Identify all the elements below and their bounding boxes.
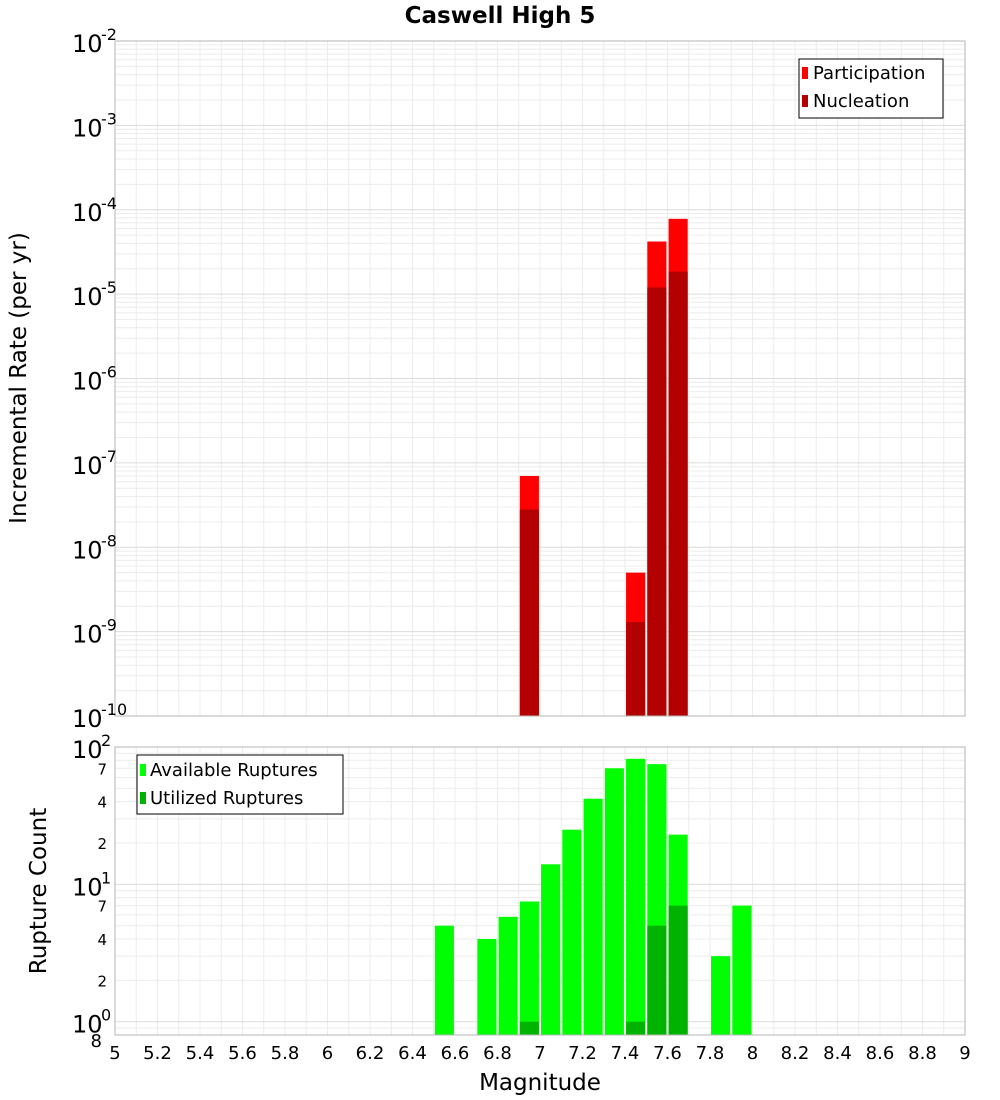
legend-swatch bbox=[140, 764, 146, 776]
legend-swatch bbox=[802, 95, 808, 107]
legend-swatch bbox=[140, 792, 146, 804]
utilized-ruptures-bar bbox=[626, 1021, 646, 1035]
legend-label: Nucleation bbox=[813, 91, 909, 112]
top-y-tick-base: 10 bbox=[72, 452, 103, 480]
x-tick-label: 9 bbox=[959, 1043, 970, 1064]
bottom-y-minor-tick: 2 bbox=[97, 972, 107, 990]
available-ruptures-bar bbox=[562, 829, 582, 1035]
bottom-plot-frame bbox=[114, 746, 966, 1036]
top-y-tick-base: 10 bbox=[72, 621, 103, 649]
top-y-tick-base: 10 bbox=[72, 368, 103, 396]
x-tick-label: 5 bbox=[109, 1043, 120, 1064]
bottom-y-minor-tick: 7 bbox=[97, 760, 107, 778]
bottom-y-tick-exponent: 1 bbox=[101, 868, 111, 887]
top-legend-box bbox=[798, 58, 944, 119]
x-tick-label: 8.4 bbox=[823, 1043, 852, 1064]
bottom-y-axis-label: Rupture Count bbox=[26, 808, 52, 974]
top-y-tick-exponent: -9 bbox=[101, 616, 117, 635]
nucleation-bar bbox=[668, 271, 688, 716]
bottom-y-minor-tick: 4 bbox=[97, 794, 107, 812]
available-ruptures-bar bbox=[434, 925, 454, 1035]
x-tick-label: 6.2 bbox=[356, 1043, 385, 1064]
top-y-tick-base: 10 bbox=[72, 283, 103, 311]
available-ruptures-bar bbox=[541, 864, 561, 1035]
legend-label: Utilized Ruptures bbox=[150, 788, 303, 809]
bottom-y-minor-tick: 2 bbox=[97, 835, 107, 853]
top-y-tick-exponent: -3 bbox=[101, 109, 117, 128]
x-tick-label: 5.6 bbox=[228, 1043, 257, 1064]
x-axis-label: Magnitude bbox=[479, 1070, 601, 1096]
bottom-y-tick-base: 10 bbox=[72, 873, 103, 901]
x-tick-label: 8.6 bbox=[866, 1043, 895, 1064]
top-y-tick-base: 10 bbox=[72, 199, 103, 227]
bottom-y-minor-tick: 7 bbox=[97, 898, 107, 916]
legend-label: Available Ruptures bbox=[150, 760, 318, 781]
available-ruptures-bar bbox=[626, 758, 646, 1035]
available-ruptures-bar bbox=[583, 798, 603, 1035]
utilized-ruptures-bar bbox=[519, 1021, 539, 1035]
x-tick-label: 6.4 bbox=[398, 1043, 427, 1064]
bottom-legend-box bbox=[136, 754, 344, 815]
legend-swatch bbox=[802, 67, 808, 79]
top-y-tick-exponent: -7 bbox=[101, 447, 117, 466]
x-tick-label: 6.6 bbox=[441, 1043, 470, 1064]
top-y-tick-base: 10 bbox=[72, 114, 103, 142]
top-y-tick-base: 10 bbox=[72, 536, 103, 564]
nucleation-bar bbox=[626, 622, 646, 716]
x-tick-label: 5.8 bbox=[271, 1043, 300, 1064]
bottom-y-minor-tick: 8 bbox=[91, 1031, 102, 1052]
top-plot-frame bbox=[114, 40, 966, 717]
x-tick-label: 7.6 bbox=[653, 1043, 682, 1064]
top-y-tick-base: 10 bbox=[72, 705, 103, 733]
x-tick-label: 5.2 bbox=[143, 1043, 172, 1064]
nucleation-bar bbox=[647, 287, 667, 716]
bottom-y-tick-exponent: 0 bbox=[101, 1006, 111, 1025]
available-ruptures-bar bbox=[477, 939, 497, 1035]
available-ruptures-bar bbox=[732, 905, 752, 1035]
chart-title: Caswell High 5 bbox=[405, 3, 596, 29]
x-tick-label: 7.4 bbox=[611, 1043, 640, 1064]
available-ruptures-bar bbox=[519, 901, 539, 1035]
x-tick-label: 6 bbox=[322, 1043, 333, 1064]
x-tick-label: 5.4 bbox=[186, 1043, 215, 1064]
bottom-y-minor-tick: 4 bbox=[97, 931, 107, 949]
x-tick-label: 7 bbox=[534, 1043, 545, 1064]
x-tick-label: 8.2 bbox=[781, 1043, 810, 1064]
top-y-tick-exponent: -5 bbox=[101, 278, 117, 297]
x-tick-label: 8.8 bbox=[908, 1043, 937, 1064]
legend-label: Participation bbox=[813, 63, 925, 84]
nucleation-bar bbox=[519, 509, 539, 716]
available-ruptures-bar bbox=[711, 956, 731, 1035]
x-tick-label: 7.8 bbox=[696, 1043, 725, 1064]
top-y-tick-exponent: -4 bbox=[101, 194, 117, 213]
top-y-tick-exponent: -2 bbox=[101, 25, 117, 44]
bottom-y-tick-base: 10 bbox=[72, 1011, 103, 1039]
top-y-tick-base: 10 bbox=[72, 30, 103, 58]
top-y-tick-exponent: -10 bbox=[101, 700, 127, 719]
utilized-ruptures-bar bbox=[647, 925, 667, 1035]
available-ruptures-bar bbox=[604, 768, 624, 1035]
bottom-y-tick-base: 10 bbox=[72, 736, 103, 764]
top-y-axis-label: Incremental Rate (per yr) bbox=[6, 232, 32, 524]
x-tick-label: 7.2 bbox=[568, 1043, 597, 1064]
utilized-ruptures-bar bbox=[668, 905, 688, 1035]
x-tick-label: 6.8 bbox=[483, 1043, 512, 1064]
bottom-y-tick-exponent: 2 bbox=[101, 731, 111, 750]
x-tick-label: 8 bbox=[747, 1043, 758, 1064]
available-ruptures-bar bbox=[498, 916, 518, 1035]
top-y-tick-exponent: -8 bbox=[101, 531, 117, 550]
top-y-tick-exponent: -6 bbox=[101, 363, 117, 382]
